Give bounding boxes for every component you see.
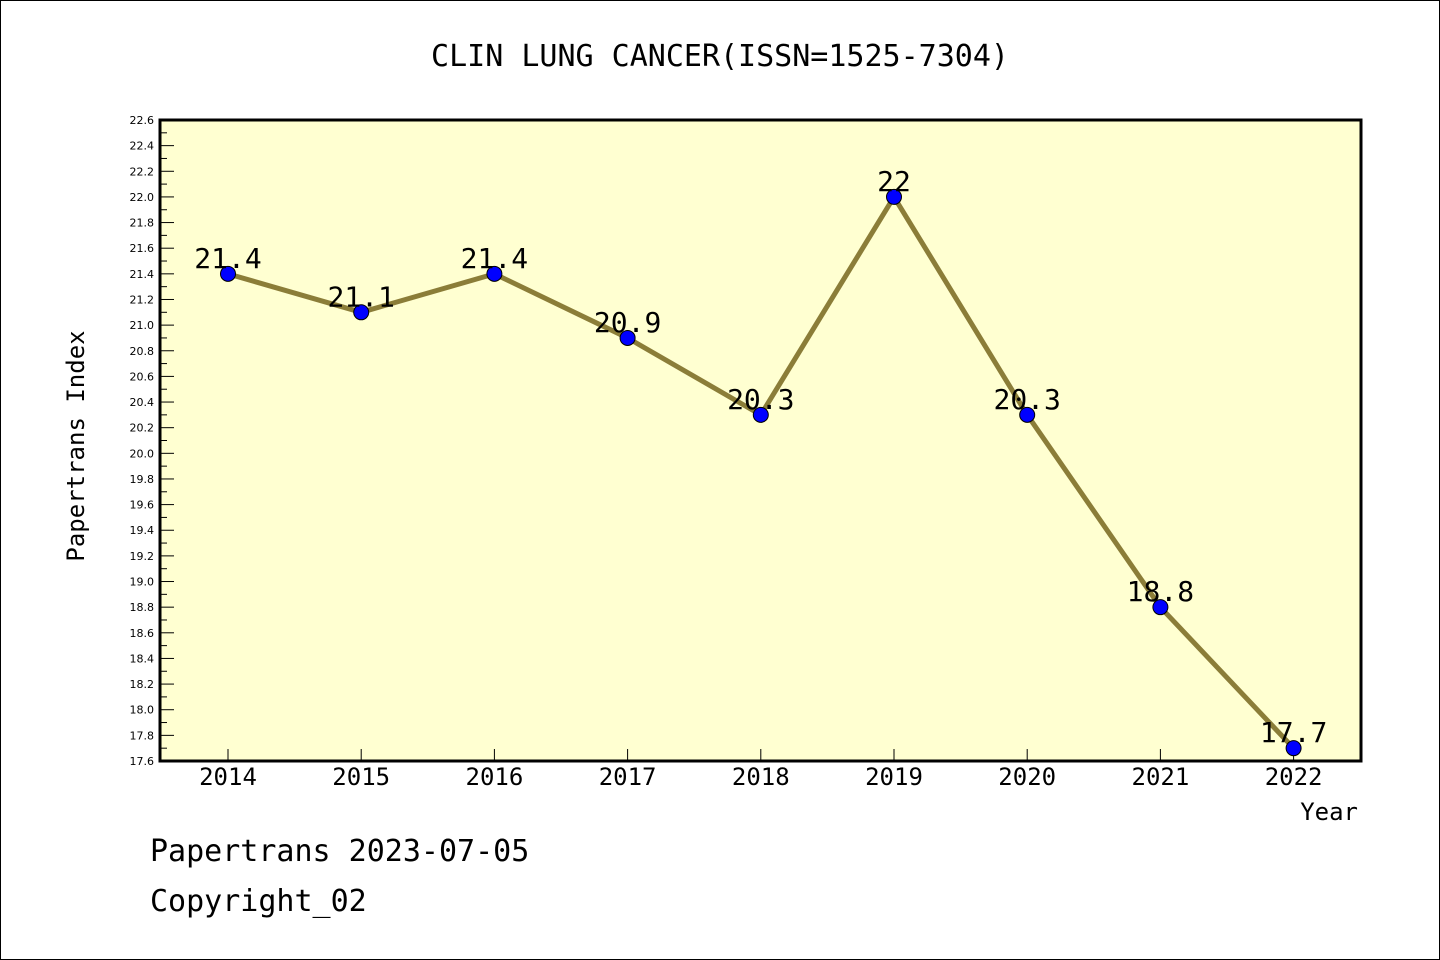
y-tick-label: 17.8 [130, 729, 155, 742]
y-tick-label: 20.8 [130, 345, 155, 358]
data-point [220, 265, 236, 282]
data-point [886, 188, 902, 205]
y-tick-label: 17.6 [130, 755, 155, 768]
y-tick-label: 18.8 [130, 601, 155, 614]
x-tick-label: 2019 [865, 763, 923, 791]
y-tick-label: 20.4 [130, 396, 155, 409]
footer-copyright-text: Copyright_02 [150, 884, 367, 919]
data-point [353, 304, 370, 321]
data-label: 17.7 [1260, 716, 1327, 749]
x-tick-label: 2018 [732, 763, 790, 791]
data-markers [220, 188, 1302, 757]
y-tick-label: 21.0 [130, 319, 155, 332]
data-point [486, 265, 503, 282]
y-tick-label: 20.2 [130, 422, 155, 435]
x-tick-label: 2015 [332, 763, 390, 791]
y-tick-label: 19.2 [130, 550, 155, 563]
x-tick-label: 2021 [1132, 763, 1190, 791]
data-label: 21.4 [461, 242, 528, 275]
y-tick-label: 21.6 [130, 242, 155, 255]
data-point [619, 329, 636, 346]
chart-title: CLIN LUNG CANCER(ISSN=1525-7304) [431, 39, 1009, 74]
y-tick-label: 19.8 [130, 473, 155, 486]
y-tick-label: 19.4 [130, 524, 155, 537]
y-tick-label: 22.6 [130, 114, 155, 127]
y-tick-label: 20.0 [130, 447, 155, 460]
y-axis-ticks: 17.6 17.8 18.0 18.2 18.4 18.6 18.8 19.0 19.2 19.4… [130, 114, 174, 768]
y-tick-label: 18.6 [130, 627, 155, 640]
y-tick-label: 18.0 [130, 704, 155, 717]
y-tick-label: 21.8 [130, 217, 155, 230]
data-point [1285, 740, 1302, 757]
x-tick-label: 2020 [998, 763, 1056, 791]
data-point [1019, 406, 1036, 423]
y-tick-label: 19.6 [130, 499, 155, 512]
data-label: 22 [877, 165, 911, 198]
y-tick-label: 22.0 [130, 191, 155, 204]
y-tick-label: 18.4 [130, 652, 155, 665]
data-labels: 21.4 21.1 21.4 20.9 20.3 22 20.3 18.8 17.7 [194, 165, 1327, 749]
x-tick-label: 2017 [599, 763, 657, 791]
data-label: 21.4 [194, 242, 261, 275]
y-tick-label: 20.6 [130, 370, 155, 383]
data-label: 18.8 [1127, 575, 1194, 608]
x-axis-ticks: 2014 2015 2016 2017 2018 2019 2020 2021 2022 [199, 749, 1322, 791]
y-tick-label: 18.2 [130, 678, 155, 691]
plot-area [158, 118, 1363, 763]
data-label: 20.3 [993, 383, 1060, 416]
y-axis-label: Papertrans Index [62, 330, 90, 561]
data-label: 20.3 [727, 383, 794, 416]
x-tick-label: 2016 [466, 763, 524, 791]
footer-date-text: Papertrans 2023-07-05 [150, 834, 530, 869]
y-tick-label: 19.0 [130, 576, 155, 589]
data-point [752, 406, 769, 423]
x-axis-label: Year [1300, 798, 1358, 826]
y-tick-label: 21.2 [130, 293, 155, 306]
data-label: 20.9 [594, 306, 661, 339]
x-tick-label: 2014 [199, 763, 257, 791]
x-tick-label: 2022 [1265, 763, 1323, 791]
y-tick-label: 21.4 [130, 268, 155, 281]
data-label: 21.1 [327, 280, 394, 313]
y-tick-label: 22.2 [130, 165, 155, 178]
y-tick-label: 22.4 [130, 140, 155, 153]
data-point [1152, 599, 1169, 616]
